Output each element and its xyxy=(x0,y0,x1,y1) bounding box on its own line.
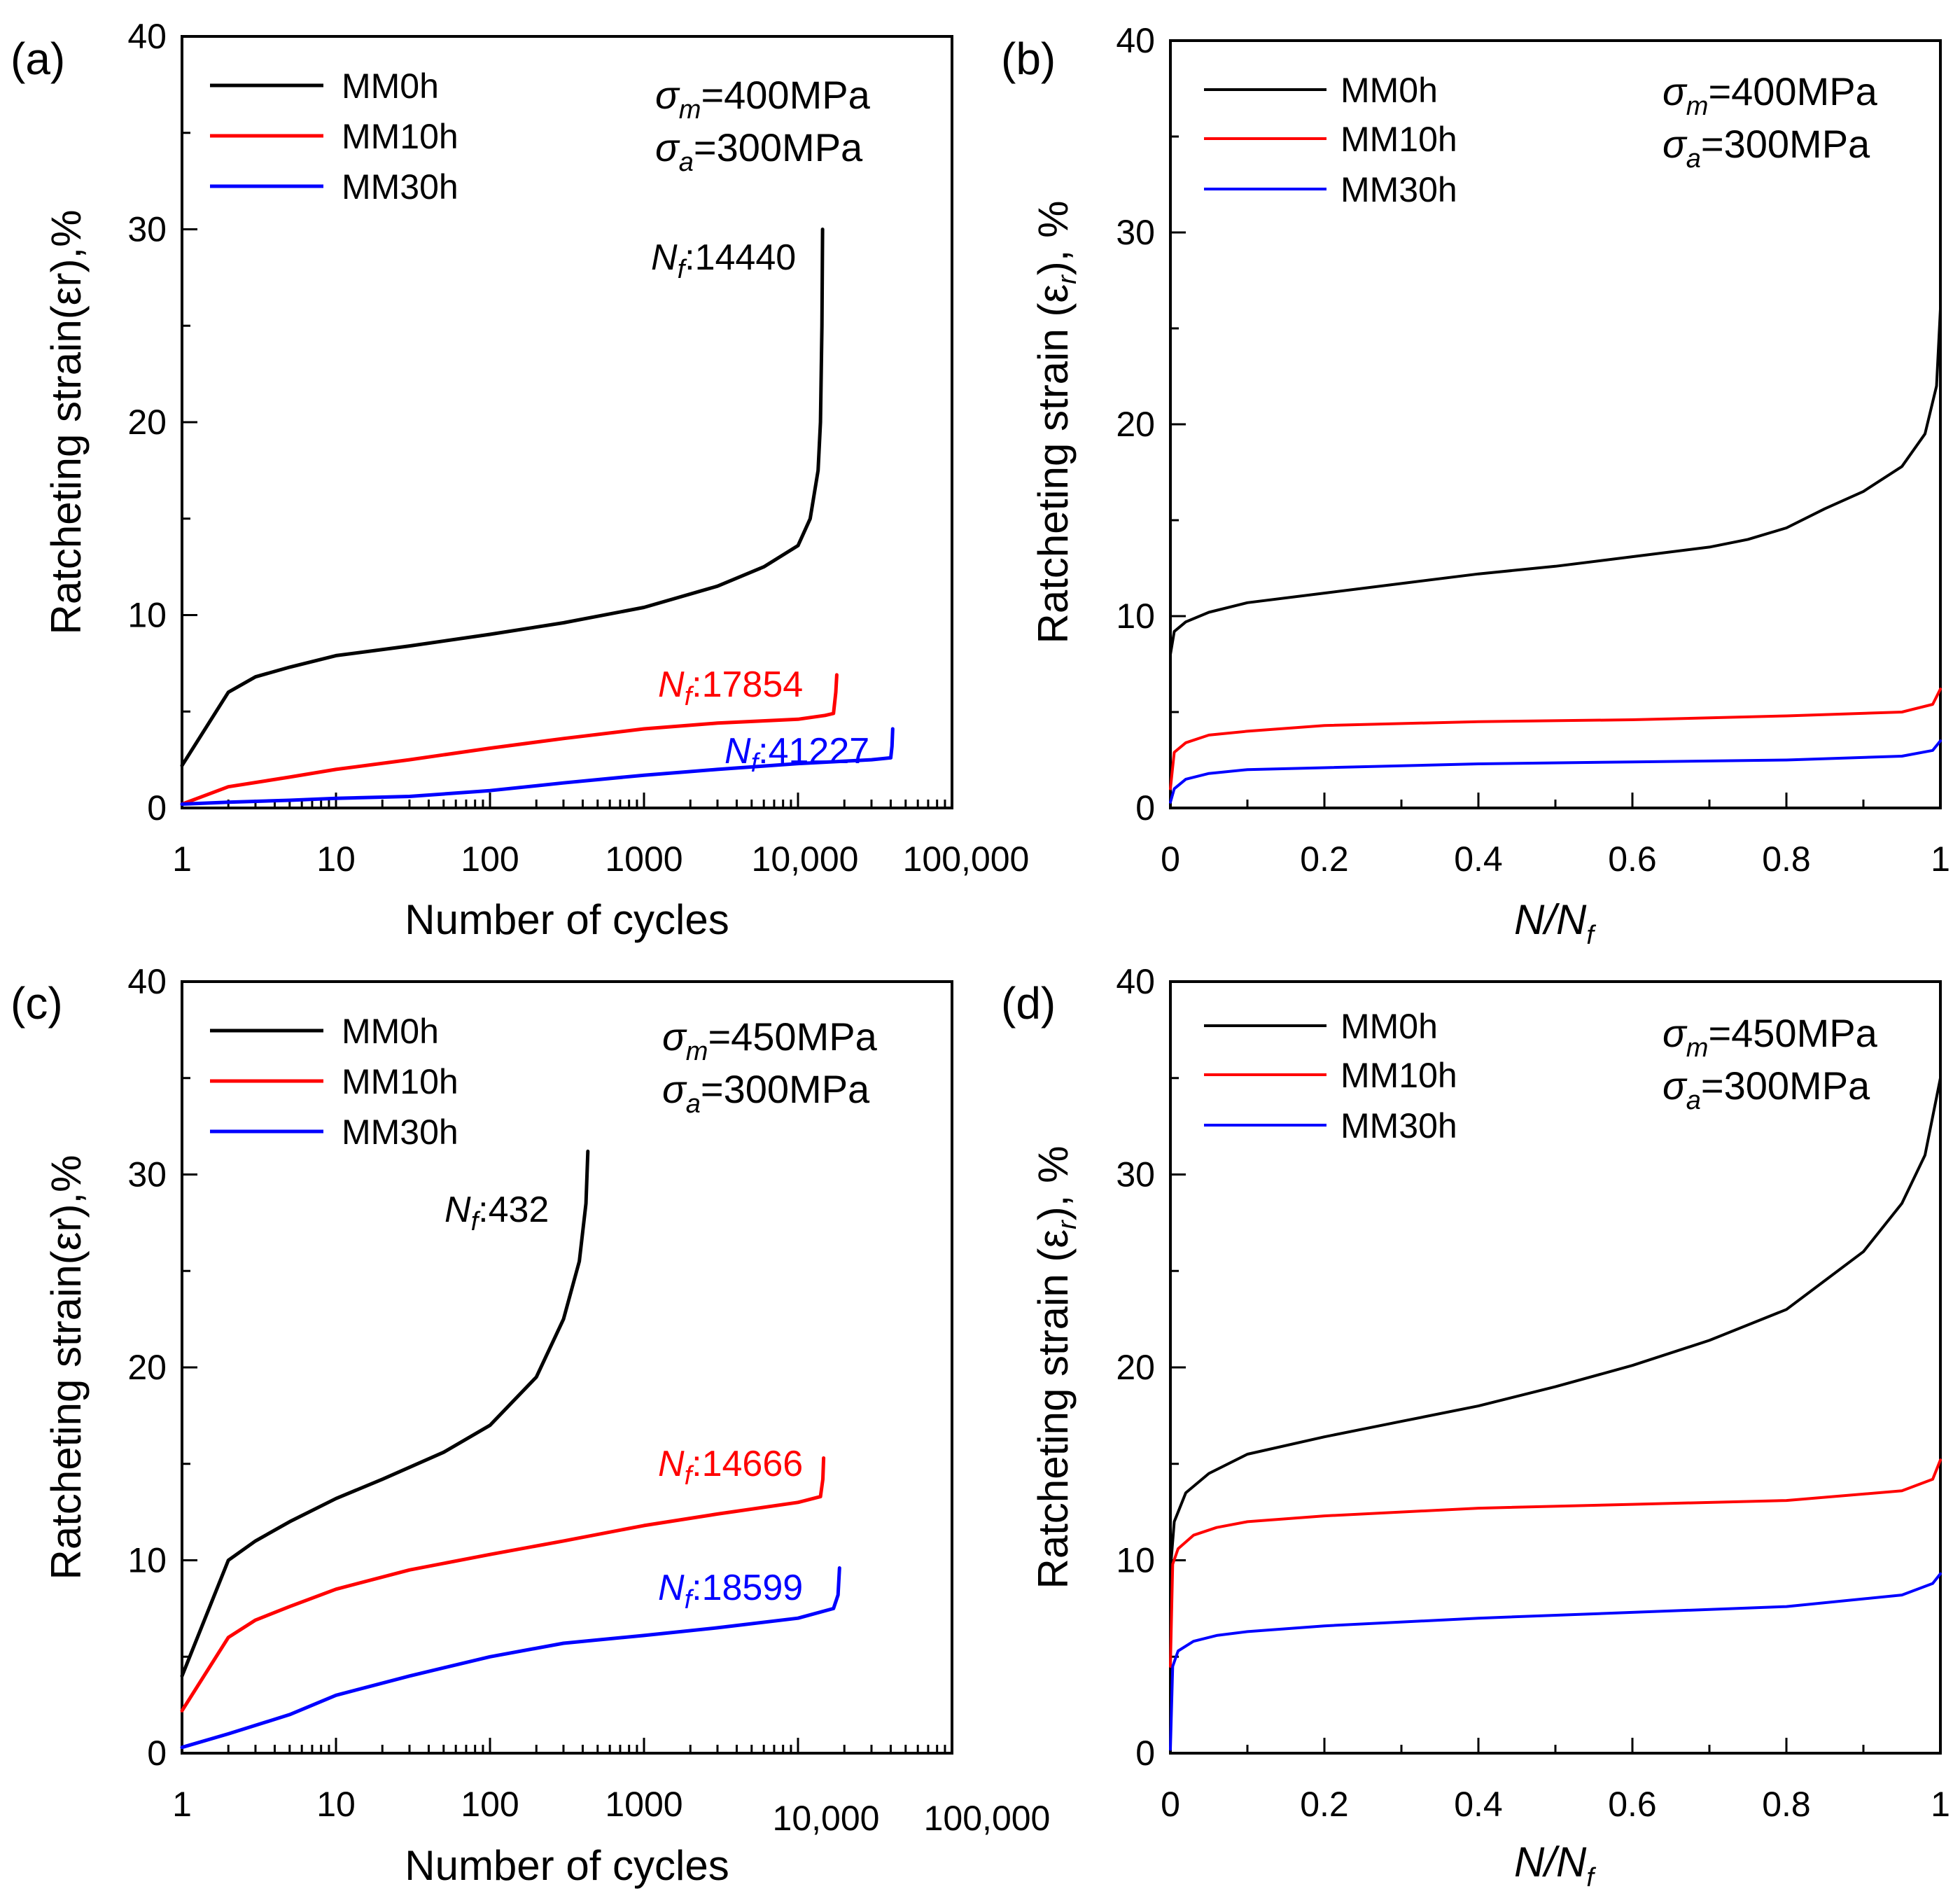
panel-a-x-axis-label: Number of cycles xyxy=(405,896,729,943)
x-tick-label: 0.2 xyxy=(1300,1785,1349,1824)
series-line-mm10h-panel-c xyxy=(180,1456,826,1713)
y-tick-label: 20 xyxy=(127,1348,167,1387)
series-line-mm10h-panel-b xyxy=(1169,688,1942,790)
series-line-mm10h-panel-d xyxy=(1169,1458,1942,1668)
x-tick-label: 1000 xyxy=(605,839,682,879)
legend-label-mm30h: MM30h xyxy=(1340,170,1457,209)
series-line-mm10h-panel-a xyxy=(180,673,839,806)
series-line-mm30h-panel-b xyxy=(1169,739,1942,804)
y-tick-label: 40 xyxy=(127,962,167,1001)
x-tick-label: 0.4 xyxy=(1454,1785,1503,1824)
x-tick-label: 0 xyxy=(1161,839,1180,879)
legend-label-mm0h: MM0h xyxy=(342,1012,439,1051)
y-tick-label: 30 xyxy=(1116,213,1155,252)
nf-label-mm10h: Nf:14666 xyxy=(658,1444,803,1491)
condition-mean-stress: σm=400MPa xyxy=(655,73,871,125)
y-tick-label: 10 xyxy=(1116,1541,1155,1580)
x-tick-label: 1000 xyxy=(605,1785,682,1824)
x-tick-label: 1 xyxy=(1931,839,1950,879)
x-tick-label: 10,000 xyxy=(752,839,859,879)
x-tick-label: 0.8 xyxy=(1762,839,1811,879)
y-tick-label: 30 xyxy=(127,1155,167,1194)
legend-label-mm10h: MM10h xyxy=(342,1062,458,1101)
y-tick-label: 30 xyxy=(127,210,167,249)
x-tick-label: 1 xyxy=(1931,1785,1950,1824)
x-tick-label: 100,000 xyxy=(924,1799,1051,1838)
y-tick-label: 40 xyxy=(1116,21,1155,60)
panel-d: (d) N/Nf Ratcheting strain (εr), % MM0h … xyxy=(1001,962,1950,1892)
condition-mean-stress: σm=450MPa xyxy=(1662,1011,1878,1063)
series-line-mm0h-panel-b xyxy=(1169,307,1942,656)
nf-label-mm30h: Nf:41227 xyxy=(724,731,869,778)
condition-amplitude-stress: σa=300MPa xyxy=(662,1067,870,1119)
panel-d-label: (d) xyxy=(1001,978,1056,1029)
y-tick-label: 0 xyxy=(1135,788,1155,828)
y-tick-label: 10 xyxy=(1116,597,1155,636)
y-tick-label: 30 xyxy=(1116,1155,1155,1194)
legend-label-mm0h: MM0h xyxy=(342,67,439,106)
legend-label-mm30h: MM30h xyxy=(1340,1106,1457,1145)
y-tick-label: 40 xyxy=(1116,962,1155,1001)
nf-label-mm0h: Nf:432 xyxy=(444,1190,549,1236)
condition-amplitude-stress: σa=300MPa xyxy=(1662,122,1870,174)
series-line-mm30h-panel-c xyxy=(180,1566,841,1750)
y-tick-label: 0 xyxy=(147,788,167,828)
series-line-mm0h-panel-d xyxy=(1169,1076,1942,1572)
panel-a: (a) Number of cycles Ratcheting strain(ε… xyxy=(10,17,1029,943)
series-line-mm0h-panel-a xyxy=(180,228,825,767)
legend-label-mm10h: MM10h xyxy=(342,117,458,156)
condition-mean-stress: σm=400MPa xyxy=(1662,69,1878,121)
y-tick-label: 40 xyxy=(127,17,167,56)
x-tick-label: 1 xyxy=(172,839,192,879)
x-tick-label: 0.4 xyxy=(1454,839,1503,879)
x-tick-label: 100 xyxy=(461,1785,519,1824)
x-tick-label: 0.8 xyxy=(1762,1785,1811,1824)
x-tick-label: 10,000 xyxy=(773,1799,880,1838)
x-tick-label: 0.2 xyxy=(1300,839,1349,879)
x-tick-label: 0 xyxy=(1161,1785,1180,1824)
series-line-mm30h-panel-d xyxy=(1169,1572,1942,1751)
y-tick-label: 10 xyxy=(127,596,167,635)
legend-label-mm10h: MM10h xyxy=(1340,1056,1457,1095)
panel-c: (c) Number of cycles Ratcheting strain(ε… xyxy=(10,962,1050,1889)
condition-amplitude-stress: σa=300MPa xyxy=(655,125,863,177)
legend-label-mm30h: MM30h xyxy=(342,1113,458,1152)
legend-label-mm30h: MM30h xyxy=(342,167,458,207)
panel-d-x-axis-label: N/Nf xyxy=(1514,1839,1596,1892)
panel-b-y-axis-label: Ratcheting strain (εr), % xyxy=(1030,201,1082,644)
x-tick-label: 0.6 xyxy=(1608,839,1657,879)
panel-c-x-axis-label: Number of cycles xyxy=(405,1842,729,1889)
y-tick-label: 20 xyxy=(1116,1348,1155,1387)
y-tick-label: 0 xyxy=(1135,1734,1155,1773)
panel-d-y-axis-label: Ratcheting strain (εr), % xyxy=(1030,1146,1082,1589)
panel-a-y-axis-label: Ratcheting strain(εr),% xyxy=(43,210,90,635)
condition-mean-stress: σm=450MPa xyxy=(662,1015,878,1066)
x-tick-label: 10 xyxy=(316,1785,356,1824)
panel-b-x-axis-label: N/Nf xyxy=(1514,896,1596,950)
nf-label-mm10h: Nf:17854 xyxy=(658,664,803,711)
x-tick-label: 10 xyxy=(316,839,356,879)
x-tick-label: 1 xyxy=(172,1785,192,1824)
y-tick-label: 20 xyxy=(1116,405,1155,444)
legend-label-mm10h: MM10h xyxy=(1340,120,1457,159)
panel-c-label: (c) xyxy=(10,978,63,1029)
x-tick-label: 100 xyxy=(461,839,519,879)
legend-label-mm0h: MM0h xyxy=(1340,71,1438,110)
y-tick-label: 20 xyxy=(127,403,167,442)
nf-label-mm0h: Nf:14440 xyxy=(651,237,796,284)
series-line-mm30h-panel-a xyxy=(180,727,895,806)
x-tick-label: 0.6 xyxy=(1608,1785,1657,1824)
panel-b: (b) N/Nf Ratcheting strain (εr), % MM0h … xyxy=(1001,21,1950,950)
legend-label-mm0h: MM0h xyxy=(1340,1007,1438,1046)
panel-a-label: (a) xyxy=(10,34,65,84)
y-tick-label: 0 xyxy=(147,1734,167,1773)
y-tick-label: 10 xyxy=(127,1541,167,1580)
series-line-mm0h-panel-c xyxy=(180,1149,590,1678)
panel-c-y-axis-label: Ratcheting strain(εr),% xyxy=(43,1155,90,1580)
panel-b-label: (b) xyxy=(1001,34,1056,84)
nf-label-mm30h: Nf:18599 xyxy=(658,1568,803,1615)
x-tick-label: 100,000 xyxy=(903,839,1030,879)
condition-amplitude-stress: σa=300MPa xyxy=(1662,1064,1870,1115)
